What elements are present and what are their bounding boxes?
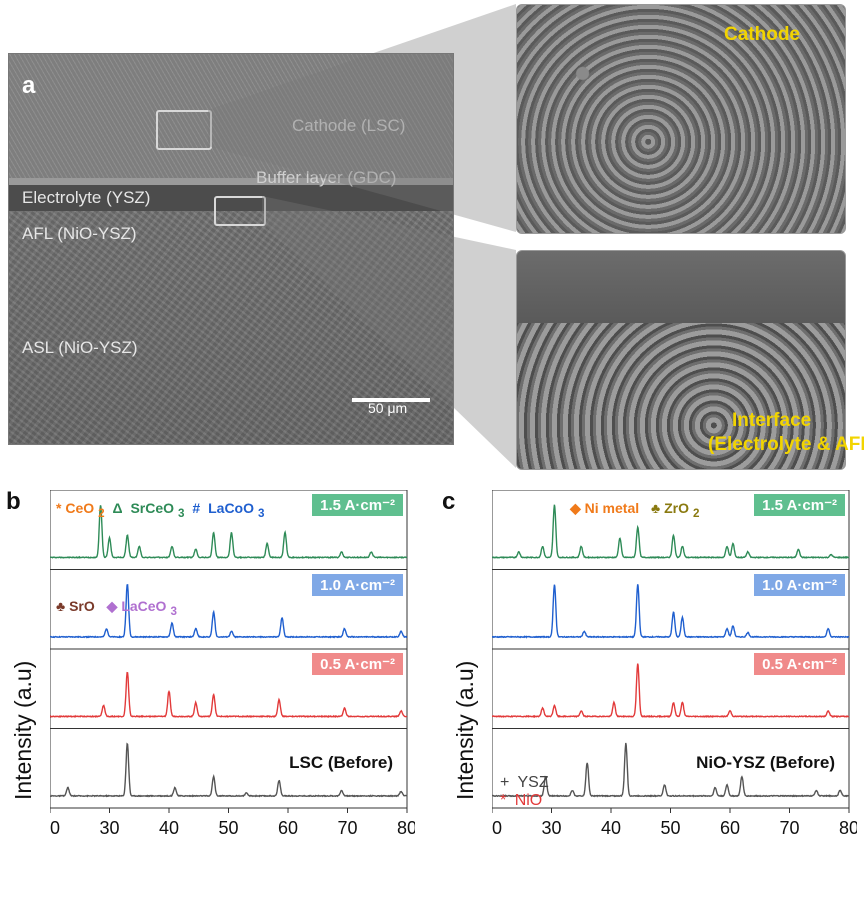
legend-srceo3: Δ SrCeO 3: [112, 500, 185, 520]
legend-ysz: + YSZ: [500, 774, 549, 791]
panel-c-letter: c: [442, 488, 456, 515]
buffer-layer-region: [9, 178, 453, 185]
series-line: [492, 584, 850, 639]
panel-c-y-axis-label: Intensity (a.u): [452, 660, 478, 800]
x-tick-label: 60: [278, 818, 298, 838]
panel-b-letter: b: [6, 488, 21, 515]
series-badge: 0.5 A·cm⁻²: [312, 653, 403, 675]
x-tick-label: 20: [492, 818, 502, 838]
legend-b-top: * CeO 2 Δ SrCeO 3 # LaCoO 3: [56, 500, 268, 520]
series-line: [50, 505, 408, 560]
interface-zoom-box: [214, 196, 266, 226]
electrolyte-layer-region: [9, 185, 453, 211]
series-badge: 0.5 A·cm⁻²: [754, 653, 845, 675]
legend-laceo3: ◆ LaCeO 3: [106, 598, 177, 618]
legend-nio: * NiO: [500, 792, 543, 809]
panel-b-y-axis-label: Intensity (a.u): [10, 660, 36, 800]
series-line: [50, 584, 408, 639]
legend-sro: ♣ SrO: [56, 598, 95, 614]
series-line: [492, 663, 850, 719]
series-badge: 1.0 A·cm⁻²: [754, 573, 845, 596]
x-tick-label: 80: [397, 818, 415, 838]
legend-ni-metal: ◆ Ni metal: [570, 500, 640, 516]
cathode-zoom-box: [156, 110, 212, 150]
cathode-zoom-image: [516, 4, 846, 234]
legend-c-top: ◆ Ni metal ♣ ZrO 2: [570, 500, 703, 520]
label-afl: AFL (NiO-YSZ): [22, 224, 137, 243]
legend-c-bottom: + YSZ * NiO: [500, 774, 553, 810]
x-tick-label: 50: [218, 818, 238, 838]
x-tick-label: 30: [99, 818, 119, 838]
label-asl: ASL (NiO-YSZ): [22, 338, 138, 357]
x-tick-label: 20: [50, 818, 60, 838]
cathode-layer-region: [9, 54, 453, 182]
x-tick-label: 60: [720, 818, 740, 838]
legend-b-mid: ♣ SrO ◆ LaCeO 3: [56, 598, 181, 618]
x-tick-label: 70: [337, 818, 357, 838]
series-line: [50, 742, 408, 798]
label-buffer-layer: Buffer layer (GDC): [256, 168, 396, 188]
series-line: [492, 742, 850, 798]
series-badge: 1.5 A·cm⁻²: [754, 494, 845, 516]
x-tick-label: 40: [601, 818, 621, 838]
legend-ceo2: * CeO 2: [56, 500, 105, 520]
x-tick-label: 30: [541, 818, 561, 838]
series-badge: LSC (Before): [289, 752, 393, 772]
label-cathode-lsc: Cathode (LSC): [292, 116, 405, 136]
label-electrolyte: Electrolyte (YSZ): [22, 188, 151, 207]
interface-zoom-image: [516, 250, 846, 470]
xrd-chart-c: 20 30 40 50 60 70 80: [492, 490, 857, 838]
series-line: [50, 671, 407, 719]
zoom-connector-lines: [208, 4, 516, 468]
cathode-zoom-label: Cathode: [724, 24, 800, 45]
x-tick-label: 40: [159, 818, 179, 838]
panel-a-letter: a: [22, 72, 36, 99]
scale-bar: [352, 398, 430, 402]
sem-cross-section-image: [8, 53, 454, 445]
x-tick-label: 70: [779, 818, 799, 838]
legend-zro2: ♣ ZrO 2: [651, 500, 700, 520]
interface-zoom-label-line2: (Electrolyte & AFL): [708, 434, 864, 455]
series-badge: NiO-YSZ (Before): [696, 752, 835, 772]
series-badge: 1.0 A·cm⁻²: [312, 573, 403, 596]
scale-bar-label: 50 μm: [368, 400, 408, 416]
x-tick-label: 50: [660, 818, 680, 838]
series-line: [492, 504, 850, 560]
legend-lacoo3: # LaCoO 3: [192, 500, 265, 520]
xrd-chart-b: 20 30 40 50 60 70 80: [50, 490, 415, 838]
x-tick-label: 80: [839, 818, 857, 838]
interface-zoom-label-line1: Interface: [732, 410, 812, 431]
series-badge: 1.5 A·cm⁻²: [312, 494, 403, 516]
